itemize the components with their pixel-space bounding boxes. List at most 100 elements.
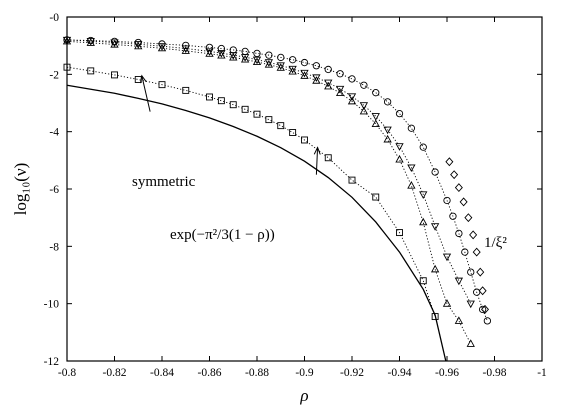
triangle-up-point <box>110 39 119 48</box>
triangle-down-point <box>324 79 333 88</box>
diamond-point <box>472 247 481 257</box>
series-1 <box>445 157 490 314</box>
triangle-down-point <box>217 50 226 58</box>
exp-arrow <box>316 147 317 175</box>
annotation-layer: symmetric exp(−π²/3(1 − ρ)) 1/ξ² <box>132 76 507 251</box>
triangle-down-point <box>335 85 345 94</box>
circle-point <box>461 248 469 256</box>
x-tick-label: -0.82 <box>103 367 127 379</box>
triangle-down-point <box>430 223 440 231</box>
triangle-down-point <box>276 62 285 70</box>
y-tick-label: -12 <box>44 356 60 368</box>
series-line <box>66 84 447 362</box>
triangle-up-point <box>430 264 440 273</box>
square-point <box>265 116 273 124</box>
square-point <box>419 277 427 285</box>
diamond-point <box>480 304 490 314</box>
series-line <box>66 66 436 317</box>
triangle-down-point <box>383 126 392 135</box>
axis-layer: -0.8 -0.82 -0.84 -0.86 -0.88 -0.9 -0.92 -0.94 -0… <box>11 12 547 405</box>
series-line <box>66 39 488 322</box>
triangle-up-point <box>383 134 392 143</box>
circle-point <box>407 124 416 132</box>
x-tick-label: -0.92 <box>340 367 364 379</box>
triangle-up-point <box>181 46 190 54</box>
diamond-point <box>445 157 454 167</box>
triangle-down-point <box>252 56 262 65</box>
x-tick-label: -0.88 <box>245 367 269 379</box>
square-point <box>253 110 261 118</box>
circle-point <box>277 53 285 62</box>
triangle-down-point <box>229 52 238 60</box>
circle-point <box>478 305 487 314</box>
square-point <box>229 101 237 109</box>
square-point <box>206 93 213 101</box>
x-tick-label: -0.84 <box>150 367 174 379</box>
triangle-down-point <box>407 164 416 173</box>
triangle-down-point <box>157 43 167 51</box>
circle-point <box>372 89 380 97</box>
triangle-up-point <box>419 217 428 226</box>
triangle-up-point <box>395 154 404 163</box>
triangle-up-point <box>229 52 238 61</box>
triangle-up-point <box>86 38 95 46</box>
exp-label: exp(−π²/3(1 − ρ)) <box>170 227 275 243</box>
y-tick-label: -0 <box>49 12 59 24</box>
square-point <box>111 71 118 79</box>
diamond-point <box>476 267 485 277</box>
square-point <box>301 136 308 144</box>
xi-label: 1/ξ² <box>484 235 507 251</box>
triangle-up-point <box>205 49 214 57</box>
square-point <box>182 86 190 94</box>
symmetric-arrow <box>142 76 151 112</box>
symmetric-label: symmetric <box>132 174 196 190</box>
triangle-up-point <box>371 119 380 127</box>
triangle-down-point <box>454 277 464 286</box>
circle-point <box>443 196 451 205</box>
circle-point <box>87 36 95 45</box>
triangle-up-point <box>359 106 369 115</box>
triangle-down-point <box>312 74 321 83</box>
series-5 <box>66 84 447 362</box>
triangle-down-point <box>371 113 380 121</box>
triangle-down-point <box>359 102 369 110</box>
y-tick-label: -6 <box>49 184 59 196</box>
circle-point <box>348 75 356 83</box>
triangle-up-point <box>252 57 262 66</box>
triangle-down-point <box>181 45 190 54</box>
triangle-down-point <box>395 143 404 151</box>
x-tick-label: -0.96 <box>435 367 459 379</box>
triangle-down-point <box>264 59 274 67</box>
square-point <box>431 313 439 321</box>
x-tick-label: -1 <box>537 367 547 379</box>
x-tick-label: -0.8 <box>58 367 76 379</box>
circle-point <box>473 288 481 296</box>
circle-point <box>449 212 457 220</box>
square-point <box>289 129 297 136</box>
triangle-down-point <box>110 39 119 48</box>
triangle-up-point <box>276 63 285 71</box>
diamond-point <box>450 170 459 180</box>
triangle-down-point <box>419 191 428 199</box>
triangle-down-point <box>288 65 297 74</box>
triangle-up-point <box>466 339 475 347</box>
series-layer <box>62 36 492 362</box>
diamond-point <box>459 197 468 207</box>
series-line <box>66 39 472 304</box>
series-4 <box>63 63 439 321</box>
triangle-up-point <box>347 96 357 105</box>
triangle-up-point <box>454 316 464 324</box>
series-2 <box>62 36 475 309</box>
x-tick-label: -0.98 <box>483 367 507 379</box>
x-axis-label: ρ <box>299 386 308 405</box>
circle-point <box>467 268 475 276</box>
series-3 <box>62 36 475 347</box>
triangle-up-point <box>157 43 167 52</box>
square-point <box>348 176 356 184</box>
square-point <box>277 122 285 130</box>
triangle-down-point <box>300 69 309 78</box>
triangle-up-point <box>335 88 345 97</box>
y-axis-label: log₁₀(ν) <box>11 163 30 216</box>
square-point <box>372 193 380 201</box>
